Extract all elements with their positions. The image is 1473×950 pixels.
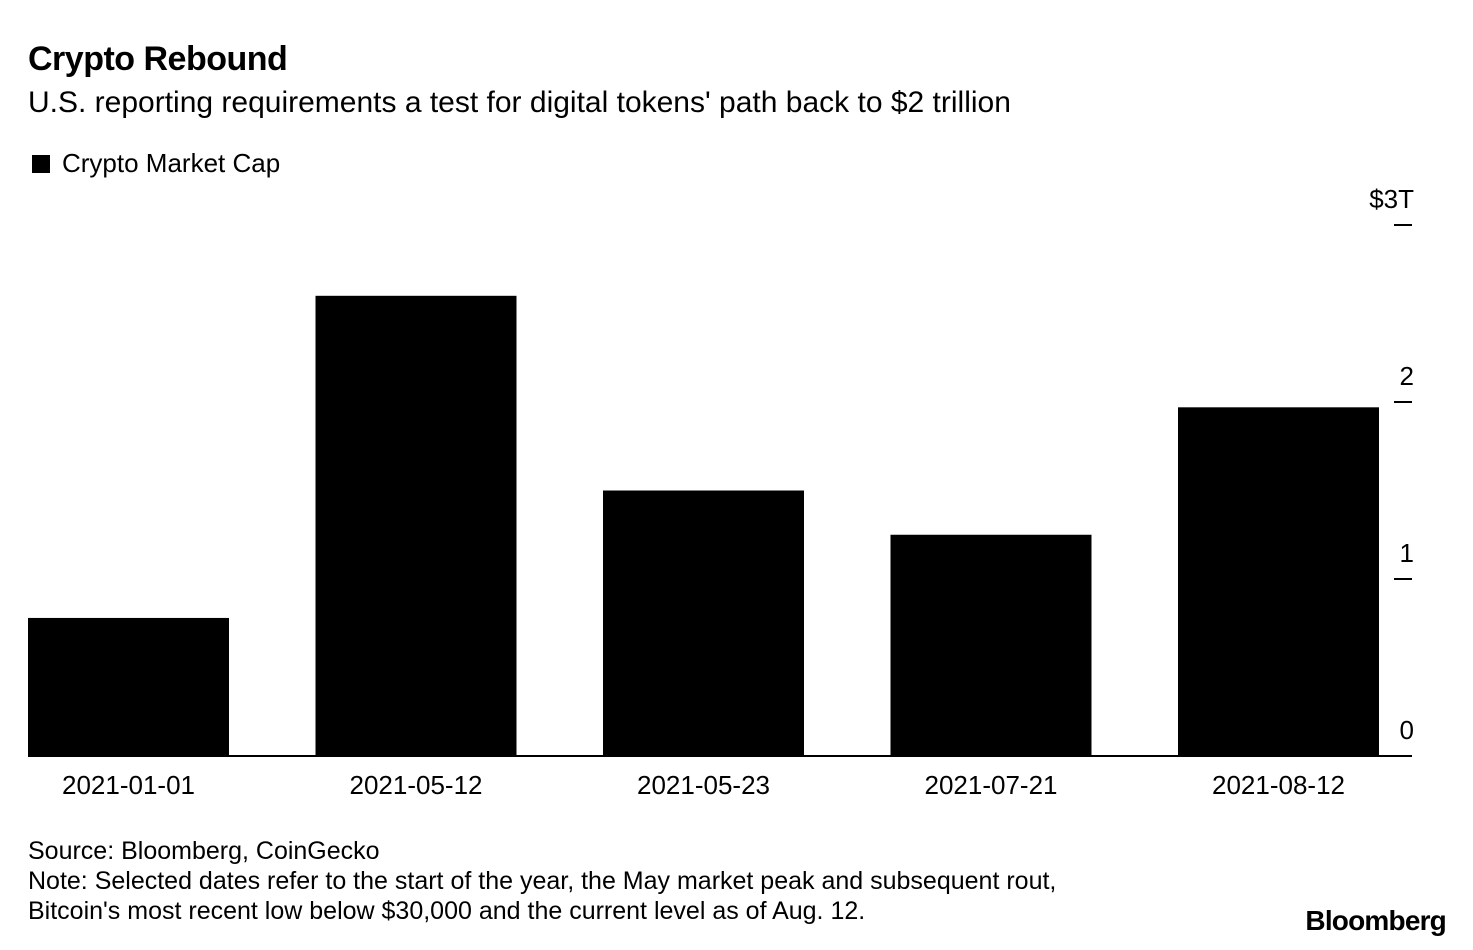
chart-subtitle: U.S. reporting requirements a test for d… — [28, 86, 1011, 119]
source-text: Source: Bloomberg, CoinGecko — [28, 837, 380, 865]
chart-title: Crypto Rebound — [28, 40, 288, 78]
y-tick-label: 2 — [1400, 361, 1414, 391]
x-tick-label: 2021-05-23 — [637, 770, 770, 800]
note-line-2: Bitcoin's most recent low below $30,000 … — [28, 897, 866, 925]
x-tick-label: 2021-01-01 — [62, 770, 195, 800]
y-tick-label: 0 — [1400, 715, 1414, 745]
legend-swatch — [32, 154, 50, 173]
legend: Crypto Market Cap — [32, 148, 280, 179]
bar-2021-05-12 — [315, 295, 517, 756]
x-tick-label: 2021-07-21 — [925, 770, 1058, 800]
bar-2021-07-21 — [890, 534, 1092, 756]
legend-label: Crypto Market Cap — [62, 148, 281, 178]
footer: Source: Bloomberg, CoinGecko Note: Selec… — [28, 836, 1056, 926]
x-tick-label: 2021-05-12 — [350, 770, 483, 800]
bar-2021-01-01 — [28, 617, 229, 756]
bloomberg-logo: Bloomberg — [1305, 905, 1446, 936]
x-tick-label: 2021-08-12 — [1212, 770, 1345, 800]
y-tick-label: $3T — [1369, 184, 1414, 214]
bar-2021-08-12 — [1178, 407, 1379, 756]
note-line-1: Note: Selected dates refer to the start … — [28, 867, 1057, 895]
bar-2021-05-23 — [603, 490, 804, 756]
y-tick-label: 1 — [1400, 538, 1414, 568]
